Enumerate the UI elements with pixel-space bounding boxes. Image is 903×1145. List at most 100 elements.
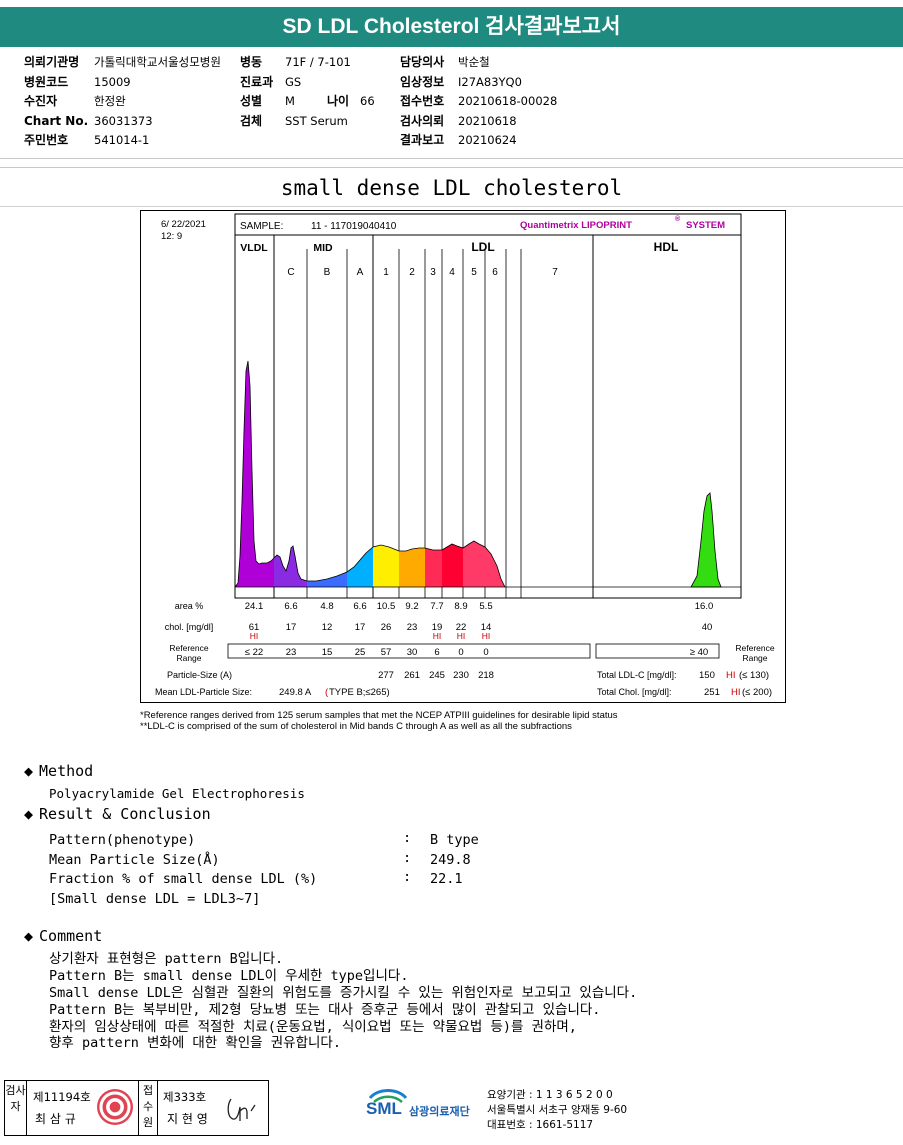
comment-line-4: Pattern B는 복부비만, 제2형 당뇨병 또는 대사 증후군 등에서 많… [49, 1002, 601, 1018]
area-value: 5.5 [479, 601, 492, 612]
sample-label: SAMPLE: [240, 221, 283, 232]
diamond-bullet-icon: ◆ [24, 805, 34, 823]
info-value: M [285, 94, 295, 108]
band-label-4: 4 [449, 267, 455, 278]
group-label-hdl: HDL [654, 240, 679, 254]
signature-box: 검사자 제11194호 최 삼 규 접수원 제333호 지 현 영 [4, 1080, 269, 1136]
ref-right-line2: Range [742, 653, 767, 663]
curve-segment-5 [399, 548, 425, 587]
info-label: 진료과 [240, 74, 274, 89]
result-value-2: 249.8 [430, 852, 471, 868]
ref-value: 23 [286, 647, 297, 658]
total-ldl-flag: HI [726, 670, 736, 681]
row-label-area: area % [175, 601, 204, 611]
area-value: 7.7 [430, 601, 443, 612]
particle-value: 230 [453, 670, 469, 681]
band-label-1: 1 [383, 267, 389, 278]
mean-type: TYPE B;≤265) [329, 687, 390, 698]
area-value: 4.8 [320, 601, 333, 612]
lipoprint-chart: 6/ 22/2021 12: 9 SAMPLE: 11 - 1170190404… [140, 210, 786, 703]
plot-frame [234, 234, 742, 599]
info-value: 박순철 [458, 55, 490, 69]
band-labels: C B A 1 2 3 4 5 6 7 [287, 267, 558, 278]
info-label: 의뢰기관명 [24, 55, 80, 69]
page-subtitle: small dense LDL cholesterol [280, 176, 623, 200]
ref-value: 6 [434, 647, 439, 658]
area-value: 24.1 [245, 601, 264, 612]
row-label-chol: chol. [mg/dl] [165, 622, 214, 632]
info-value: 15009 [94, 74, 131, 89]
value-table: area % 24.1 6.6 4.8 6.6 10.5 9.2 7.7 8.9 5.5 16.0 c… [155, 601, 775, 698]
mean-type-open: ( [325, 687, 329, 698]
info-label: 임상정보 [400, 74, 445, 89]
info-label: 수진자 [24, 94, 58, 108]
particle-value: 277 [378, 670, 394, 681]
sml-logo: SML 삼광의료재단 [366, 1086, 470, 1126]
band-label-b: B [324, 267, 331, 278]
method-heading-text: Method [39, 762, 94, 780]
report-title: SD LDL Cholesterol 검사결과보고서 [0, 7, 903, 47]
curve-segment-7 [442, 544, 463, 587]
total-chol-flag: HI [731, 687, 741, 698]
footnote-1: *Reference ranges derived from 125 serum… [140, 710, 618, 721]
chol-value: 22 [456, 622, 467, 633]
method-heading: ◆ Method [24, 762, 93, 780]
info-value: 541014-1 [94, 133, 150, 147]
group-labels: VLDL MID LDL HDL [240, 240, 678, 254]
band-label-6: 6 [492, 267, 498, 278]
receiver-name: 지 현 영 [167, 1112, 208, 1126]
particle-value: 245 [429, 670, 445, 681]
ref-label-line1: Reference [169, 643, 208, 653]
result-value-1: B type [430, 832, 479, 848]
footer-line-2: 서울특별시 서초구 양재동 9-60 [487, 1104, 628, 1116]
chol-value: 61 [249, 622, 260, 633]
hdl-peak [690, 492, 722, 588]
ref-right-line1: Reference [735, 643, 774, 653]
chart-time: 12: 9 [161, 231, 182, 242]
info-value: 71F / 7-101 [285, 55, 351, 69]
info-value: 20210618-00028 [458, 94, 558, 108]
info-value: 가톨릭대학교서울성모병원 [94, 55, 221, 69]
area-value: 10.5 [377, 601, 396, 612]
footer-line-3: 대표번호 : 1661-5117 [487, 1119, 594, 1131]
band-dividers [273, 235, 594, 598]
total-chol-label: Total Chol. [mg/dl]: [597, 687, 672, 697]
result-colon: : [403, 869, 412, 885]
total-ldl-value: 150 [699, 670, 715, 681]
age-value: 66 [360, 94, 375, 108]
inspector-name: 최 삼 규 [35, 1112, 76, 1126]
inspector-number: 제11194호 [33, 1090, 91, 1104]
group-label-mid: MID [313, 242, 333, 254]
area-value: 8.9 [454, 601, 467, 612]
info-label: 병동 [240, 55, 263, 69]
receiver-number: 제333호 [163, 1090, 207, 1104]
curve-segment-8 [463, 541, 485, 587]
comment-line-2: Pattern B는 small dense LDL이 우세한 type입니다. [49, 968, 409, 984]
result-colon: : [403, 850, 412, 866]
curve-segment-4 [373, 545, 399, 587]
ref-label-line2: Range [176, 653, 201, 663]
info-col2: 병동 71F / 7-101 진료과 GS 성별 M 나이 66 검체 SST Serum [240, 53, 375, 131]
result-heading-text: Result & Conclusion [39, 805, 211, 823]
diamond-bullet-icon: ◆ [24, 927, 34, 945]
ref-value: 25 [355, 647, 366, 658]
band-label-a: A [357, 267, 364, 278]
ref-value: ≤ 22 [245, 647, 263, 658]
curve-segment-6 [425, 548, 442, 587]
method-text: Polyacrylamide Gel Electrophoresis [49, 786, 305, 801]
area-value: 9.2 [405, 601, 418, 612]
hdl-ref-value: ≥ 40 [690, 647, 708, 658]
comment-heading: ◆ Comment [24, 927, 102, 945]
result-colon: : [403, 830, 412, 846]
particle-label: Particle-Size (A) [167, 670, 232, 680]
hdl-chol-value: 40 [702, 622, 713, 633]
info-label: 접수번호 [400, 94, 445, 108]
seal-stamp-icon [97, 1089, 133, 1125]
org-name: 삼광의료재단 [409, 1105, 470, 1118]
hdl-area-value: 16.0 [695, 601, 714, 612]
subtitle-divider [0, 206, 903, 207]
curve-segment-1 [274, 546, 307, 587]
info-value: I27A83YQ0 [458, 74, 522, 89]
comment-heading-text: Comment [39, 927, 103, 945]
curve-segment-9 [485, 547, 506, 587]
